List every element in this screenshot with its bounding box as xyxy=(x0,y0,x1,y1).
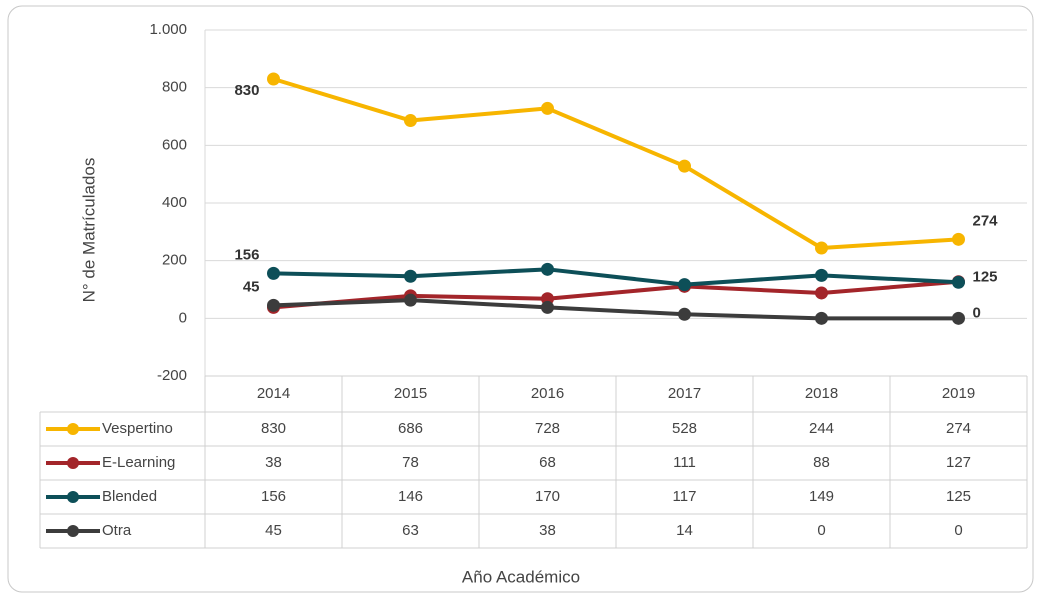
y-tick-label: 1.000 xyxy=(149,21,187,38)
data-label: 45 xyxy=(243,278,260,295)
table-cell: 149 xyxy=(809,488,834,505)
table-cell: 0 xyxy=(954,522,962,539)
series-line xyxy=(273,279,959,310)
table-cell: 78 xyxy=(402,454,419,471)
point xyxy=(815,311,828,325)
legend-marker xyxy=(67,457,79,469)
table-cell: 244 xyxy=(809,420,834,437)
series-line xyxy=(272,77,959,250)
point xyxy=(815,286,828,300)
data-label: 830 xyxy=(234,82,259,99)
y-tick-label: 0 xyxy=(179,309,187,326)
point xyxy=(267,298,280,312)
point xyxy=(541,101,554,115)
table-cell: 830 xyxy=(261,420,286,437)
x-tick-label: 2019 xyxy=(942,385,975,402)
point xyxy=(952,232,965,246)
point xyxy=(404,293,417,307)
x-tick-label: 2016 xyxy=(531,385,564,402)
legend-label: Vespertino xyxy=(102,420,173,437)
table-cell: 111 xyxy=(673,454,696,471)
table-cell: 117 xyxy=(673,488,697,505)
table-cell: 170 xyxy=(535,488,560,505)
legend-label: Otra xyxy=(102,522,132,539)
table-cell: 146 xyxy=(398,488,423,505)
x-tick-label: 2018 xyxy=(805,385,838,402)
point xyxy=(267,266,280,280)
table-cell: 45 xyxy=(265,522,282,539)
table-cell: 528 xyxy=(672,420,697,437)
table-cell: 14 xyxy=(676,522,693,539)
table-cell: 274 xyxy=(946,420,971,437)
y-tick-label: 600 xyxy=(162,136,187,153)
series-line xyxy=(273,267,959,287)
point xyxy=(678,159,691,173)
point xyxy=(404,269,417,283)
table-cell: 728 xyxy=(535,420,560,437)
table-cell: 38 xyxy=(539,522,556,539)
point xyxy=(541,262,554,276)
table-cell: 686 xyxy=(398,420,423,437)
point xyxy=(952,311,965,325)
legend-marker xyxy=(67,525,79,537)
legend-label: E-Learning xyxy=(102,454,175,471)
point xyxy=(678,278,691,292)
table-cell: 0 xyxy=(817,522,825,539)
legend-label: Blended xyxy=(102,488,157,505)
legend-marker xyxy=(67,423,79,435)
point xyxy=(404,114,417,128)
x-tick-label: 2014 xyxy=(257,385,290,402)
y-axis-title: N° de Matrículados xyxy=(79,158,98,303)
y-tick-label: 200 xyxy=(162,252,187,269)
table-cell: 156 xyxy=(261,488,286,505)
point xyxy=(267,72,280,86)
data-label: 156 xyxy=(234,246,259,263)
table-cell: 68 xyxy=(539,454,556,471)
point xyxy=(541,300,554,314)
point xyxy=(952,275,965,289)
data-label: 125 xyxy=(973,268,998,285)
series-line xyxy=(273,298,959,321)
data-label: 0 xyxy=(973,304,981,321)
table-cell: 125 xyxy=(946,488,971,505)
x-axis-title: Año Académico xyxy=(462,567,580,586)
point xyxy=(678,307,691,321)
table-cell: 88 xyxy=(813,454,830,471)
y-tick-label: 400 xyxy=(162,194,187,211)
table-cell: 127 xyxy=(946,454,971,471)
point xyxy=(815,268,828,282)
table-cell: 38 xyxy=(265,454,282,471)
point xyxy=(815,241,828,255)
legend-marker xyxy=(67,491,79,503)
x-tick-label: 2017 xyxy=(668,385,701,402)
y-tick-label: 800 xyxy=(162,79,187,96)
table-cell: 63 xyxy=(402,522,419,539)
x-tick-label: 2015 xyxy=(394,385,427,402)
y-tick-label: -200 xyxy=(157,367,187,384)
data-label: 274 xyxy=(973,212,999,229)
